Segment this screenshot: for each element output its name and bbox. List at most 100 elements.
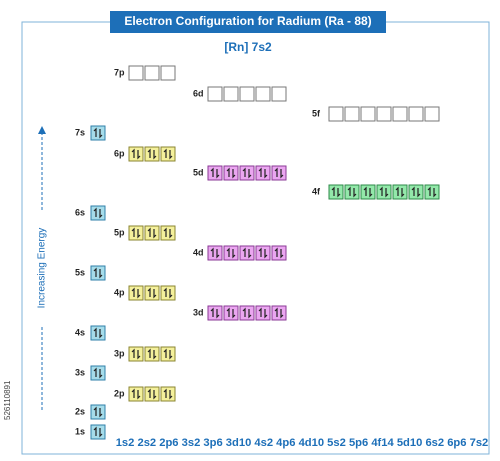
spin-up (210, 247, 214, 257)
orbital-box (344, 184, 360, 200)
spin-up (163, 227, 167, 237)
spin-up (210, 307, 214, 317)
spin-up (131, 227, 135, 237)
spin-down (169, 390, 173, 400)
configuration: 1s2 2s2 2p6 3s2 3p6 3d10 4s2 4p6 4d10 5s… (116, 437, 489, 449)
spin-up (274, 307, 278, 317)
spin-down (248, 249, 252, 259)
spin-up (131, 388, 135, 398)
axis-label: Increasing Energy (37, 228, 48, 309)
label-bg (35, 210, 49, 326)
orbital-label: 3d (193, 307, 204, 317)
spin-up (93, 267, 97, 277)
spin-down (137, 350, 141, 360)
orbital-box (239, 305, 255, 321)
spin-down (99, 269, 103, 279)
spin-down (169, 150, 173, 160)
orbital-label: 6d (193, 88, 204, 98)
orbital-box (144, 285, 160, 301)
spin-down (169, 229, 173, 239)
orbital-box (90, 365, 106, 381)
orbital-label: 1s (75, 426, 85, 436)
orbital-label: 4s (75, 327, 85, 337)
orbital-box (160, 65, 176, 81)
spin-up (226, 307, 230, 317)
orbital-box (408, 106, 424, 122)
spin-up (147, 287, 151, 297)
orbital-box (144, 146, 160, 162)
spin-up (147, 148, 151, 158)
orbital-box (128, 225, 144, 241)
spin-down (99, 329, 103, 339)
orbital-box (90, 205, 106, 221)
orbital-label: 7p (114, 67, 125, 77)
spin-up (427, 186, 431, 196)
orbital-label: 2s (75, 406, 85, 416)
spin-up (274, 247, 278, 257)
spin-down (137, 289, 141, 299)
spin-down (153, 350, 157, 360)
orbital-box (223, 245, 239, 261)
spin-up (163, 287, 167, 297)
spin-down (248, 309, 252, 319)
orbital-box (392, 184, 408, 200)
orbital-box (90, 125, 106, 141)
orbital-box (128, 386, 144, 402)
orbital-box (271, 305, 287, 321)
spin-up (93, 406, 97, 416)
spin-down (401, 188, 405, 198)
orbital-box (128, 346, 144, 362)
spin-up (131, 287, 135, 297)
spin-down (99, 209, 103, 219)
spin-up (242, 167, 246, 177)
orbital-label: 3p (114, 348, 125, 358)
orbital-box (144, 225, 160, 241)
spin-up (93, 426, 97, 436)
spin-down (264, 249, 268, 259)
orbital-box (271, 245, 287, 261)
spin-up (411, 186, 415, 196)
spin-down (137, 390, 141, 400)
orbital-box (144, 386, 160, 402)
spin-down (433, 188, 437, 198)
orbital-box (90, 404, 106, 420)
spin-down (99, 129, 103, 139)
orbital-box (255, 165, 271, 181)
orbital-box (90, 265, 106, 281)
orbital-box (328, 184, 344, 200)
orbital-label: 6p (114, 148, 125, 158)
spin-down (232, 249, 236, 259)
orbital-box (424, 184, 440, 200)
spin-up (93, 127, 97, 137)
spin-up (147, 348, 151, 358)
orbital-label: 4p (114, 287, 125, 297)
spin-up (93, 327, 97, 337)
spin-up (395, 186, 399, 196)
spin-down (99, 408, 103, 418)
orbital-box (90, 424, 106, 440)
spin-down (216, 309, 220, 319)
title-box (110, 11, 386, 33)
orbital-label: 4f (312, 186, 321, 196)
orbital-label: 7s (75, 127, 85, 137)
title: Electron Configuration for Radium (Ra - … (124, 14, 371, 28)
spin-up (163, 348, 167, 358)
orbital-box (128, 146, 144, 162)
spin-down (169, 350, 173, 360)
orbital-box (207, 305, 223, 321)
spin-down (385, 188, 389, 198)
spin-down (153, 229, 157, 239)
orbital-box (223, 305, 239, 321)
spin-down (280, 169, 284, 179)
spin-up (210, 167, 214, 177)
orbital-box (223, 165, 239, 181)
orbital-box (160, 346, 176, 362)
orbital-box (144, 346, 160, 362)
orbital-label: 4d (193, 247, 204, 257)
orbital-box (90, 325, 106, 341)
spin-up (131, 148, 135, 158)
spin-down (369, 188, 373, 198)
orbital-box (392, 106, 408, 122)
orbital-box (424, 106, 440, 122)
orbital-label: 5d (193, 167, 204, 177)
